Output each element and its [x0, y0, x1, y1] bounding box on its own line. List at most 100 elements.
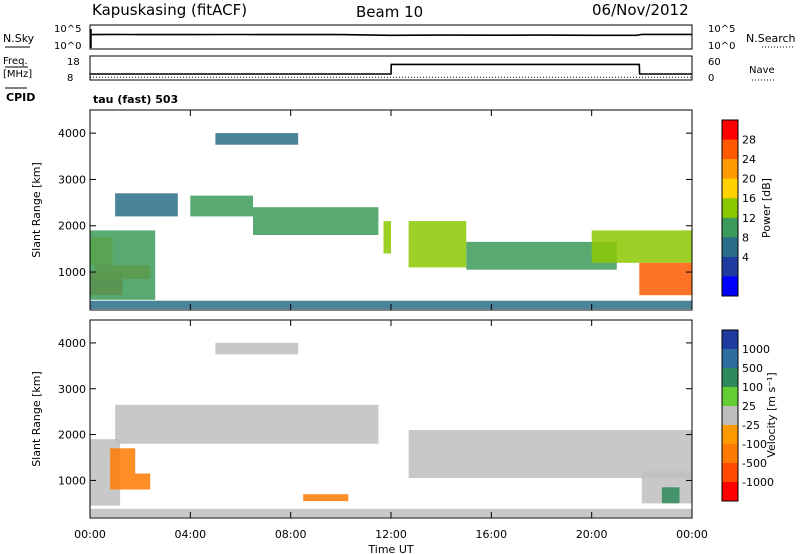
velocity-y-label: Slant Range [km] — [30, 371, 43, 467]
velocity-colorbar-frame — [721, 329, 739, 502]
xtick-label-3: 12:00 — [375, 528, 407, 541]
velocity-region-4 — [408, 430, 692, 479]
power-region-8 — [408, 221, 467, 268]
power-region-5 — [190, 195, 253, 217]
power-ytick-label-1: 2000 — [58, 220, 86, 233]
velocity-colorbar-tick-6: -500 — [742, 457, 767, 470]
noise-series-line — [89, 33, 692, 37]
velocity-colorbar-swatch-5 — [722, 425, 738, 445]
velocity-colorbar-tick-5: -100 — [742, 438, 767, 451]
noise-right-tick-top: 10^5 — [708, 24, 735, 35]
power-colorbar-swatch-5 — [722, 217, 738, 238]
freq-panel: Freq. [MHz] 18 8 60 0 Nave CPID tau (fas… — [3, 55, 776, 106]
time-x-axis: 00:00 04:00 08:00 12:00 16:00 20:00 00:00 — [74, 110, 708, 541]
power-colorbar-swatch-0 — [722, 120, 738, 141]
velocity-colorbar-tick-0: 1000 — [742, 343, 770, 356]
noise-panel-frame — [89, 24, 693, 50]
xtick-label-4: 16:00 — [475, 528, 507, 541]
velocity-colorbar-tick-1: 500 — [742, 362, 763, 375]
power-region-6 — [253, 207, 379, 235]
cpid-label: CPID — [6, 91, 35, 104]
power-colorbar-swatch-4 — [722, 198, 738, 219]
xtick-label-0: 00:00 — [74, 528, 106, 541]
velocity-colorbar-tick-4: -25 — [742, 419, 760, 432]
power-y-axis: 1000 2000 3000 4000 — [58, 127, 692, 279]
noise-right-tick-bottom: 10^0 — [708, 41, 735, 52]
velocity-region-8 — [215, 342, 299, 355]
power-region-3 — [90, 230, 156, 300]
power-region-12 — [215, 133, 299, 145]
power-colorbar-tick-0: 28 — [742, 134, 756, 147]
power-colorbar-tick-6: 4 — [742, 251, 749, 264]
noise-left-label: N.Sky — [3, 32, 35, 45]
freq-series-line — [90, 63, 692, 75]
power-y-label: Slant Range [km] — [30, 162, 43, 258]
velocity-colorbar-tick-3: 25 — [742, 400, 756, 413]
power-data-layer — [90, 133, 692, 309]
velocity-colorbar-swatch-7 — [722, 463, 738, 483]
power-panel-frame — [89, 109, 693, 311]
power-colorbar-tick-5: 8 — [742, 231, 749, 244]
velocity-colorbar-swatch-8 — [722, 482, 738, 502]
power-colorbar-swatch-2 — [722, 159, 738, 180]
velocity-colorbar-swatch-4 — [722, 406, 738, 426]
velocity-colorbar-swatch-1 — [722, 349, 738, 369]
power-ytick-label-0: 1000 — [58, 266, 86, 279]
power-colorbar-swatch-6 — [722, 237, 738, 258]
noise-right-label: N.Search — [746, 32, 796, 45]
nave-label: Nave — [749, 65, 775, 76]
power-colorbar-tick-3: 16 — [742, 192, 756, 205]
beam-title: Beam 10 — [356, 3, 423, 21]
power-region-10 — [591, 230, 692, 263]
velocity-data-layer — [90, 342, 692, 518]
x-axis-label: Time UT — [367, 543, 413, 554]
power-region-4 — [115, 193, 178, 217]
velocity-ytick-label-1: 2000 — [58, 429, 86, 442]
velocity-colorbar-tick-7: -1000 — [742, 476, 774, 489]
freq-left-tick-top: 18 — [67, 57, 80, 68]
velocity-colorbar-swatch-6 — [722, 444, 738, 464]
power-colorbar-swatch-7 — [722, 256, 738, 277]
velocity-colorbar-swatch-0 — [722, 330, 738, 350]
velocity-region-2 — [110, 448, 136, 474]
velocity-region-6 — [661, 487, 680, 504]
xtick-label-5: 20:00 — [576, 528, 608, 541]
freq-label-1: Freq. — [3, 56, 28, 67]
power-colorbar: 28 24 20 16 12 8 4 — [721, 119, 756, 297]
velocity-colorbar-title: Velocity [m s⁻¹] — [765, 372, 778, 457]
velocity-colorbar-tick-2: 100 — [742, 381, 763, 394]
noise-left-tick-bottom: 10^0 — [54, 41, 81, 52]
power-colorbar-swatch-3 — [722, 178, 738, 199]
freq-left-tick-bottom: 8 — [67, 73, 73, 84]
velocity-panel: 1000 2000 3000 4000 Slant Range [km] — [30, 319, 693, 519]
power-colorbar-frame — [721, 119, 739, 297]
freq-right-tick-top: 60 — [708, 57, 721, 68]
power-ytick-label-3: 4000 — [58, 127, 86, 140]
power-region-11 — [639, 262, 692, 296]
power-colorbar-tick-2: 20 — [742, 173, 756, 186]
freq-right-tick-bottom: 0 — [708, 73, 714, 84]
xtick-label-6: 00:00 — [676, 528, 708, 541]
power-colorbar-tick-4: 12 — [742, 212, 756, 225]
freq-label-2: [MHz] — [3, 69, 32, 80]
velocity-colorbar-swatch-3 — [722, 387, 738, 407]
date-title: 06/Nov/2012 — [592, 1, 689, 19]
noise-panel: N.Sky 10^5 10^0 10^5 10^0 N.Search — [3, 24, 796, 52]
power-region-7 — [383, 221, 391, 254]
power-ytick-label-2: 3000 — [58, 173, 86, 186]
freq-panel-frame — [89, 55, 693, 81]
velocity-ytick-label-2: 3000 — [58, 383, 86, 396]
cpid-value: tau (fast) 503 — [93, 93, 178, 106]
velocity-ytick-label-3: 4000 — [58, 337, 86, 350]
power-colorbar-tick-1: 24 — [742, 153, 756, 166]
xtick-label-2: 08:00 — [275, 528, 307, 541]
velocity-y-axis: 1000 2000 3000 4000 — [58, 337, 692, 487]
noise-left-tick-top: 10^5 — [54, 24, 81, 35]
power-colorbar-title: Power [dB] — [760, 178, 773, 238]
xtick-label-1: 04:00 — [174, 528, 206, 541]
power-colorbar-swatch-1 — [722, 139, 738, 160]
velocity-region-7 — [303, 494, 349, 502]
velocity-region-3 — [115, 404, 379, 444]
power-panel: 1000 2000 3000 4000 Slant Range [km] — [30, 109, 693, 311]
